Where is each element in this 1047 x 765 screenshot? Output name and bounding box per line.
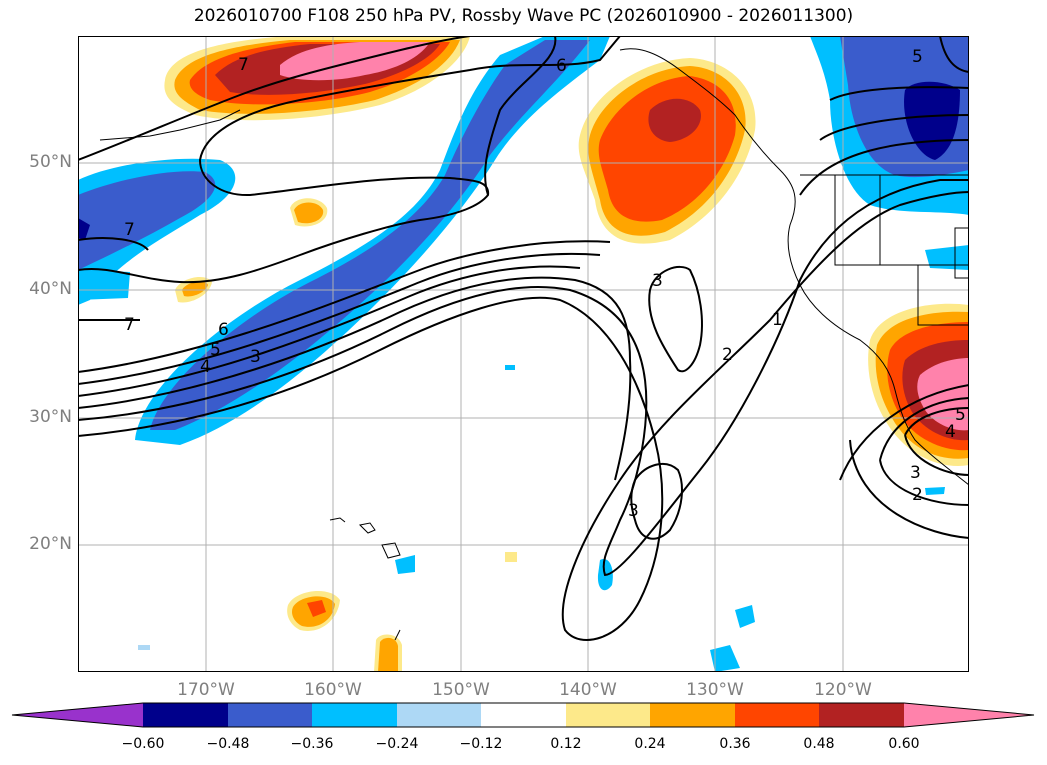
colorbar-tick-label: 0.48 xyxy=(803,736,835,752)
latitude-label: 40°N xyxy=(29,279,72,299)
contour-label: 5 xyxy=(912,47,923,67)
contour-label: 3 xyxy=(250,347,261,367)
contour-label: 6 xyxy=(218,320,229,340)
colorbar-swatch xyxy=(481,703,566,727)
north-america-coast xyxy=(619,36,969,486)
contour-label: 3 xyxy=(652,271,663,291)
contour-label: 3 xyxy=(910,463,921,483)
colorbar-swatch xyxy=(228,703,313,727)
longitude-label: 150°W xyxy=(432,680,490,700)
map-frame xyxy=(78,36,969,672)
latitude-label: 20°N xyxy=(29,534,72,554)
colorbar-swatch xyxy=(312,703,397,727)
colorbar-swatch xyxy=(650,703,735,727)
contour-label: 6 xyxy=(556,56,567,76)
colorbar-swatch xyxy=(819,703,904,727)
colorbar-tick-label: −0.24 xyxy=(375,736,419,752)
colorbar-tick-label: 0.12 xyxy=(550,736,582,752)
contour-label: 2 xyxy=(722,345,733,365)
contour-label: 1 xyxy=(772,310,783,330)
colorbar-tick-label: 0.24 xyxy=(634,736,666,752)
colorbar-outline xyxy=(11,702,1035,728)
latitude-label: 50°N xyxy=(29,152,72,172)
contour-label: 5 xyxy=(210,340,221,360)
contour-label: 3 xyxy=(628,501,639,521)
page-title: 2026010700 F108 250 hPa PV, Rossby Wave … xyxy=(193,6,854,26)
longitude-label: 120°W xyxy=(814,680,872,700)
colorbar-tick-label: −0.60 xyxy=(121,736,165,752)
colorbar-tick-label: −0.48 xyxy=(206,736,250,752)
contour-label: 4 xyxy=(945,422,956,442)
colorbar-tick-label: 0.60 xyxy=(888,736,920,752)
colorbar-swatch xyxy=(735,703,820,727)
contour-label: 7 xyxy=(124,220,135,240)
gridlines xyxy=(78,36,969,672)
colorbar-tick-label: 0.36 xyxy=(719,736,751,752)
longitude-label: 140°W xyxy=(559,680,617,700)
coastlines xyxy=(99,36,969,641)
colorbar-swatch xyxy=(143,703,228,727)
colorbar-swatch xyxy=(397,703,482,727)
contour-label-group: 7 6 5 7 7 6 5 4 3 3 2 1 3 3 2 4 5 xyxy=(124,47,966,521)
contour-lines xyxy=(78,36,969,641)
contour-label: 4 xyxy=(200,357,211,377)
longitude-label: 130°W xyxy=(686,680,744,700)
contour-label: 5 xyxy=(955,405,966,425)
colorbar-tick-label: −0.12 xyxy=(459,736,503,752)
colorbar-swatch xyxy=(566,703,651,727)
colorbar-extend-right xyxy=(904,703,1034,727)
latitude-label: 30°N xyxy=(29,407,72,427)
longitude-label: 170°W xyxy=(177,680,235,700)
contour-label: 2 xyxy=(912,485,923,505)
colorbar-tick-label: −0.36 xyxy=(290,736,334,752)
colorbar-extend-left xyxy=(12,703,143,727)
contour-label: 7 xyxy=(124,315,135,335)
colorbar xyxy=(11,702,1035,728)
longitude-label: 160°W xyxy=(304,680,362,700)
contour-label: 7 xyxy=(238,55,249,75)
